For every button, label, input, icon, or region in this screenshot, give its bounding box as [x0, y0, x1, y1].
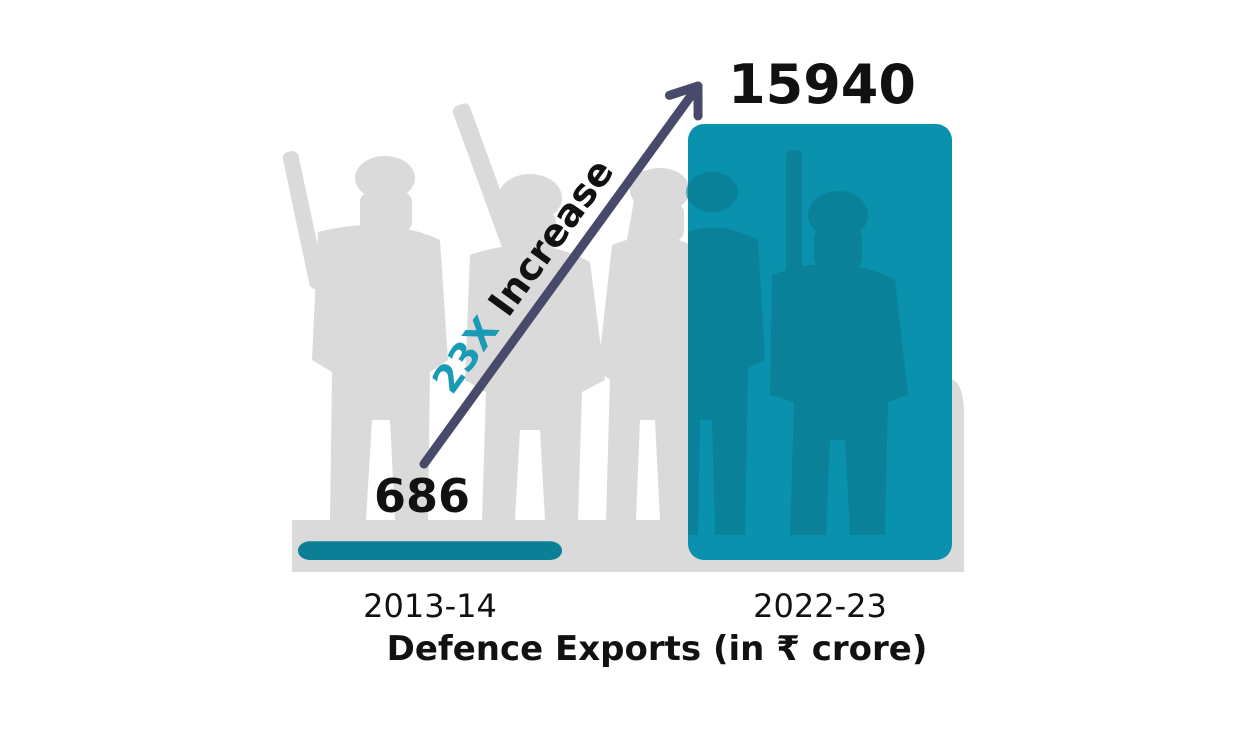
- chart-title: Defence Exports (in ₹ crore): [387, 629, 928, 669]
- soldiers-in-bar-image: [686, 150, 908, 535]
- increase-arrow: [419, 81, 703, 469]
- value-label-2013-14: 686: [374, 469, 470, 523]
- value-label-2022-23: 15940: [728, 53, 916, 116]
- category-label-2022-23: 2022-23: [753, 587, 887, 625]
- category-label-2013-14: 2013-14: [363, 587, 497, 625]
- bar-2013-14: [298, 541, 562, 560]
- arrow-head-icon: [664, 81, 703, 121]
